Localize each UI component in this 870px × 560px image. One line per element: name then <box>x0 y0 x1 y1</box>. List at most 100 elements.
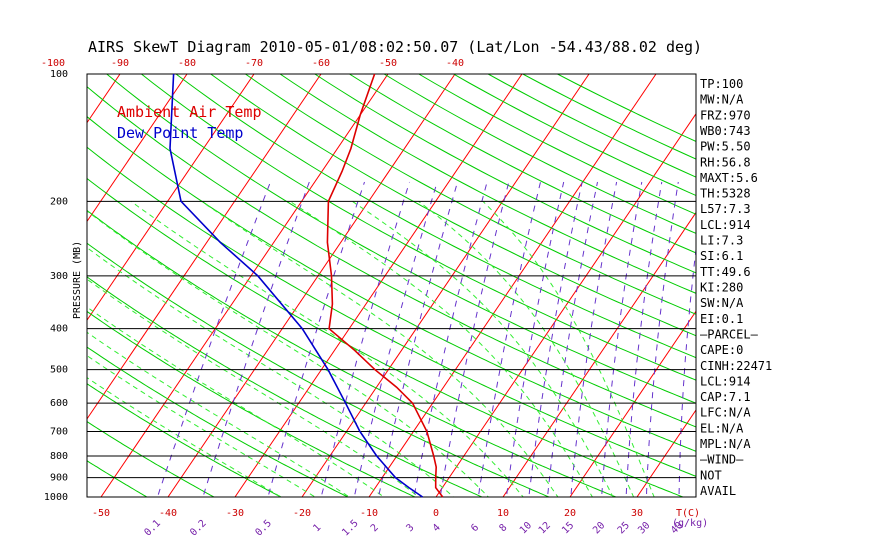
bottom-temp-tick-label: -10 <box>360 508 378 519</box>
pressure-tick-label: 200 <box>50 196 68 207</box>
top-temp-tick-label: -40 <box>446 58 464 69</box>
moist-adiabat-line <box>87 247 455 497</box>
stability-index-label: LI:7.3 <box>700 234 743 248</box>
grid-lines <box>0 74 870 497</box>
pressure-tick-label: 700 <box>50 426 68 437</box>
stability-index-label: RH:56.8 <box>700 155 751 169</box>
mixing-ratio-tick-label: 3 <box>405 522 417 534</box>
bottom-temp-tick-label: -50 <box>92 508 110 519</box>
bottom-temp-tick-label: -40 <box>159 508 177 519</box>
stability-index-label: EL:N/A <box>700 421 744 435</box>
dry-adiabat-line <box>87 421 215 497</box>
pressure-tick-label: 400 <box>50 324 68 335</box>
mixing-ratio-tick-label: 0.2 <box>188 518 209 539</box>
mixing-ratio-tick-label: 20 <box>591 520 607 536</box>
mixing-ratio-line <box>625 181 663 497</box>
mixing-ratio-line <box>570 181 618 497</box>
bottom-temp-tick-label: 10 <box>497 508 509 519</box>
isotherm-line <box>87 74 255 322</box>
mixing-ratio-tick-label: 15 <box>560 520 576 536</box>
dry-adiabat-line <box>209 74 696 337</box>
mixing-ratio-tick-label: 0.5 <box>253 518 274 539</box>
stability-index-label: PW:5.50 <box>700 140 751 154</box>
stability-index-label: EI:0.1 <box>700 312 743 326</box>
isotherm-line <box>87 74 322 420</box>
chart-title: AIRS SkewT Diagram 2010-05-01/08:02:50.0… <box>88 38 702 56</box>
stability-index-label: CAPE:0 <box>700 343 743 357</box>
isotherm-line <box>368 74 657 497</box>
dry-adiabat-line <box>279 74 696 294</box>
mixing-ratio-tick-label: 30 <box>636 520 652 536</box>
dry-adiabat-line <box>87 146 696 477</box>
stability-index-label: CAP:7.1 <box>700 390 751 404</box>
stability-index-label: TT:49.6 <box>700 265 751 279</box>
dry-adiabat-line <box>452 74 696 197</box>
isotherm-line <box>301 74 590 497</box>
moist-adiabat-line <box>87 355 317 497</box>
bottom-temp-unit-label: T(C) <box>676 508 700 519</box>
dry-adiabat-line <box>140 74 696 381</box>
mixing-ratio-line <box>678 244 696 497</box>
stability-index-label: KI:280 <box>700 281 743 295</box>
mixing-ratio-line <box>528 181 583 497</box>
stability-index-label: AVAIL <box>700 484 736 498</box>
mixing-ratio-tick-label: 1 <box>311 522 323 534</box>
stability-index-label: MPL:N/A <box>700 437 751 451</box>
stability-index-label: FRZ:970 <box>700 108 751 122</box>
mixing-ratio-line <box>413 181 488 497</box>
stability-index-label: MW:N/A <box>700 93 744 107</box>
mixing-ratio-line <box>439 181 510 497</box>
bottom-temp-tick-label: -30 <box>226 508 244 519</box>
isotherm-line <box>636 409 696 497</box>
stability-index-label: LCL:914 <box>700 218 751 232</box>
bottom-temp-tick-label: -20 <box>293 508 311 519</box>
mixing-ratio-tick-label: 8 <box>498 522 510 534</box>
pressure-tick-label: 900 <box>50 473 68 484</box>
moist-adiabat-line <box>482 200 655 497</box>
mixing-ratio-tick-label: 1.5 <box>340 518 361 539</box>
pressure-tick-label: 100 <box>50 69 68 80</box>
bottom-temp-tick-label: 20 <box>564 508 576 519</box>
isotherm-line <box>167 74 456 497</box>
dry-adiabat-line <box>348 74 696 254</box>
stability-index-label: TH:5328 <box>700 187 751 201</box>
stability-index-label: SW:N/A <box>700 296 744 310</box>
pressure-tick-label: 1000 <box>44 492 68 503</box>
moist-adiabat-line <box>87 377 282 497</box>
top-temp-tick-label: -70 <box>245 58 263 69</box>
stability-index-label: –WIND– <box>700 453 744 467</box>
mixing-ratio-line <box>546 181 598 497</box>
dry-adiabat-line <box>87 209 618 497</box>
mixing-ratio-tick-label: 0.1 <box>142 518 163 539</box>
isotherm-line <box>0 74 53 497</box>
isotherm-line <box>771 74 870 497</box>
isotherm-line <box>569 310 696 497</box>
dry-adiabat-line <box>487 74 696 178</box>
pressure-tick-label: 800 <box>50 451 68 462</box>
dry-adiabat-line <box>417 74 696 215</box>
mixing-ratio-tick-label: 6 <box>469 522 481 534</box>
plot-frame <box>86 73 697 498</box>
mixing-ratio-line <box>353 181 438 497</box>
dew-point-temp-line <box>169 73 424 498</box>
top-temp-tick-label: -60 <box>312 58 330 69</box>
isotherm-line <box>838 74 870 497</box>
dry-adiabat-line <box>105 74 696 404</box>
mixing-ratio-line <box>505 181 565 497</box>
stability-index-label: L57:7.3 <box>700 202 751 216</box>
dry-adiabat-line <box>175 74 696 359</box>
moist-adiabat-line <box>87 210 490 497</box>
mixing-ratio-tick-label: 4 <box>431 522 443 534</box>
bottom-temp-tick-label: 30 <box>631 508 643 519</box>
mixing-ratio-line <box>320 181 410 497</box>
stability-index-label: WB0:743 <box>700 124 751 138</box>
mixing-ratio-line <box>477 181 541 497</box>
ambient-air-temp-line <box>326 73 444 498</box>
dry-adiabat-line <box>87 242 551 497</box>
mixing-ratio-line <box>601 181 643 497</box>
moist-adiabat-line <box>201 200 559 497</box>
legend-ambient-air-temp: Ambient Air Temp <box>117 103 262 121</box>
dry-adiabat-line <box>87 383 283 497</box>
stability-index-label: CINH:22471 <box>700 359 772 373</box>
